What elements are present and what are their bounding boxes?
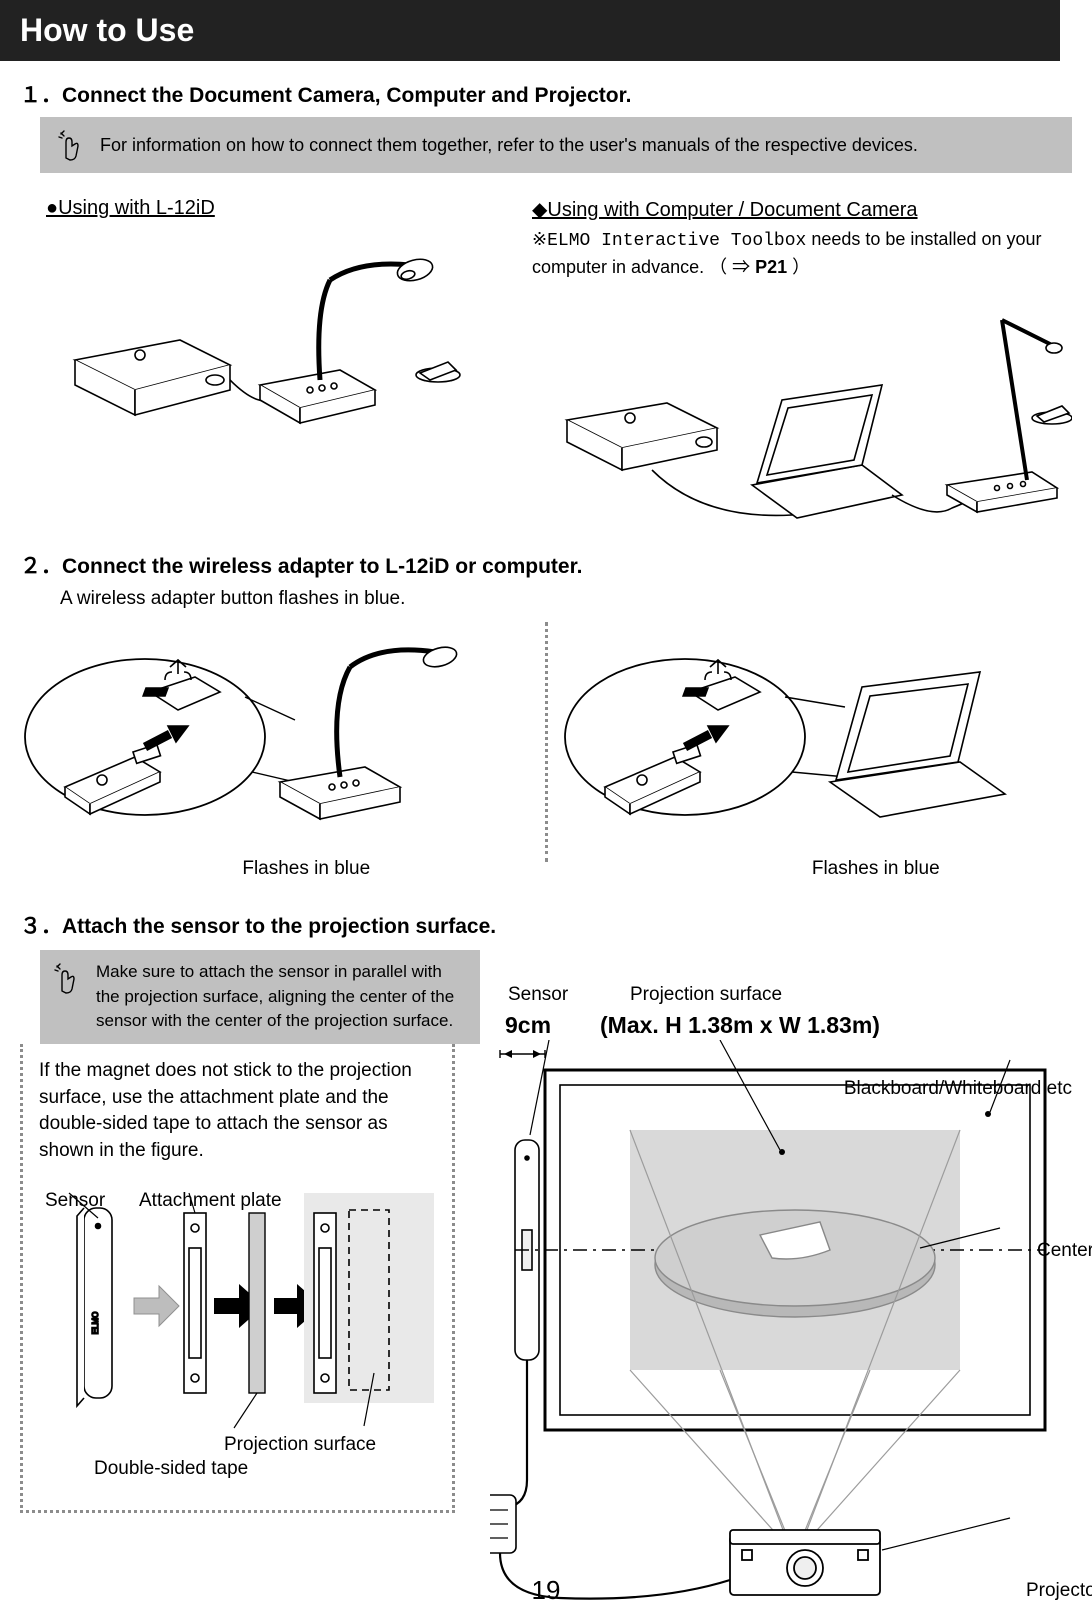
step2-flashes-right: Flashes in blue xyxy=(680,858,1073,880)
step3-dotted-text: If the magnet does not stick to the proj… xyxy=(39,1058,436,1164)
step2-subnote: A wireless adapter button flashes in blu… xyxy=(60,588,1072,610)
step1-left-col: ●Using with L-12iD xyxy=(20,177,520,540)
note-ref: P21 xyxy=(755,257,787,277)
note-close: ） xyxy=(787,257,810,277)
dotted-divider xyxy=(545,622,548,862)
step3-left: Make sure to attach the sensor in parall… xyxy=(20,950,470,1620)
label-sensor-left: Sensor xyxy=(45,1188,105,1215)
page-content: １．Connect the Document Camera, Computer … xyxy=(0,79,1092,1620)
label-sensor-right: Sensor xyxy=(508,984,568,1006)
header-title: How to Use xyxy=(20,12,194,48)
board-diagram: Blackboard/Whiteboard etc Center Project… xyxy=(490,1040,1072,1620)
step1-right-diagram xyxy=(532,290,1072,540)
page-header: How to Use xyxy=(0,0,1060,61)
step3-right: Sensor Projection surface 9cm (Max. H 1.… xyxy=(490,950,1072,1620)
step1-right-col: ◆Using with Computer / Document Camera ※… xyxy=(532,177,1072,540)
step2-right-diagram: Flashes in blue xyxy=(560,622,1073,880)
note-prefix: ※ xyxy=(532,229,547,249)
step2-flashes-left: Flashes in blue xyxy=(80,858,533,880)
page-number: 19 xyxy=(0,1575,1092,1606)
note-mono: ELMO Interactive Toolbox xyxy=(547,231,806,251)
step2-diagrams: Flashes in blue xyxy=(20,622,1072,880)
step1-columns: ●Using with L-12iD xyxy=(20,177,1072,540)
label-double-tape: Double-sided tape xyxy=(94,1456,248,1483)
step3-heading: ３．Attach the sensor to the projection su… xyxy=(20,910,1072,940)
attachment-diagram: Sensor Attachment plate ELMO xyxy=(39,1188,436,1498)
label-attach-plate: Attachment plate xyxy=(139,1188,282,1215)
label-9cm: 9cm xyxy=(505,1012,551,1039)
step3-info-text: Make sure to attach the sensor in parall… xyxy=(96,960,464,1034)
step1-info-text: For information on how to connect them t… xyxy=(100,135,918,156)
label-max-dims: (Max. H 1.38m x W 1.83m) xyxy=(600,1012,880,1039)
step2-left-diagram: Flashes in blue xyxy=(20,622,533,880)
step2-heading: ２．Connect the wireless adapter to L-12iD… xyxy=(20,550,1072,580)
svg-text:ELMO: ELMO xyxy=(91,1312,100,1335)
label-blackboard: Blackboard/Whiteboard etc xyxy=(844,1078,1072,1100)
label-proj-surf-right: Projection surface xyxy=(630,984,782,1006)
label-center: Center xyxy=(1037,1240,1092,1262)
step3-info-box: Make sure to attach the sensor in parall… xyxy=(40,950,480,1044)
label-proj-surf-left: Projection surface xyxy=(224,1432,376,1459)
step1-left-label: ●Using with L-12iD xyxy=(46,197,215,220)
hand-icon xyxy=(54,127,86,163)
step1-right-label: ◆Using with Computer / Document Camera xyxy=(532,197,918,222)
step1-left-diagram xyxy=(20,230,520,430)
hand-icon xyxy=(50,960,82,996)
step3-row: Make sure to attach the sensor in parall… xyxy=(20,950,1072,1620)
step1-info-box: For information on how to connect them t… xyxy=(40,117,1072,173)
step1-right-note: ※ELMO Interactive Toolbox needs to be in… xyxy=(532,226,1072,280)
step1-heading: １．Connect the Document Camera, Computer … xyxy=(20,79,1072,109)
step3-dotted-box: If the magnet does not stick to the proj… xyxy=(20,1044,455,1513)
